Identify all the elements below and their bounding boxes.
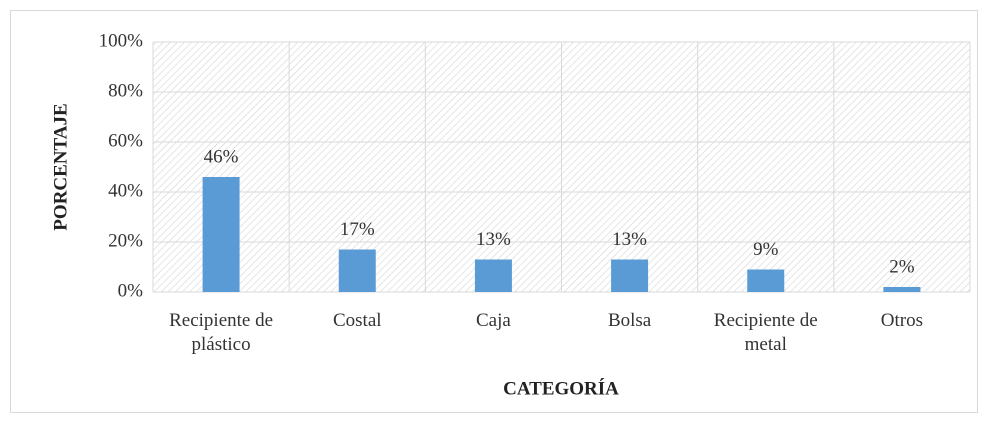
y-tick-label: 80% — [108, 80, 143, 101]
x-axis-title: CATEGORÍA — [503, 377, 619, 399]
bar — [611, 259, 649, 292]
value-label: 2% — [889, 256, 915, 277]
y-tick-label: 0% — [118, 280, 144, 301]
x-tick-label: Bolsa — [608, 310, 652, 331]
y-axis-title: PORCENTAJE — [50, 103, 71, 230]
bar — [883, 287, 921, 292]
x-tick-label: Recipiente de plástico — [169, 310, 273, 355]
x-tick-label: Otros — [881, 310, 923, 331]
value-label: 13% — [476, 229, 511, 250]
value-label: 46% — [204, 146, 239, 167]
x-tick-label: Costal — [333, 310, 382, 331]
y-tick-label: 60% — [108, 130, 143, 151]
value-label: 13% — [612, 229, 647, 250]
value-label: 9% — [753, 239, 779, 260]
y-tick-label: 40% — [108, 180, 143, 201]
value-label: 17% — [340, 219, 375, 240]
y-tick-label: 20% — [108, 230, 143, 251]
bar — [747, 269, 785, 292]
x-tick-label: Recipiente de metal — [714, 310, 818, 355]
y-tick-label: 100% — [99, 30, 144, 51]
x-tick-label: Caja — [476, 310, 511, 331]
bar — [338, 249, 376, 292]
bar — [474, 259, 512, 292]
bar — [202, 177, 240, 292]
